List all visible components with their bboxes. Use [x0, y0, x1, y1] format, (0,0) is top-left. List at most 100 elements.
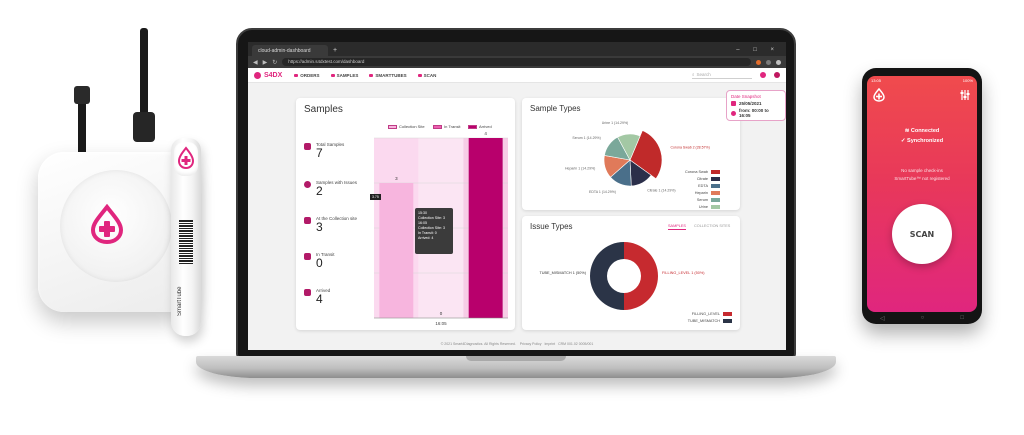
- wifi-icon: ≋: [904, 128, 911, 134]
- scan-button[interactable]: SCAN: [892, 204, 952, 264]
- brand-name: S4DX: [264, 71, 283, 79]
- pie-legend-swatch: [711, 170, 720, 174]
- browser-tab[interactable]: cloud-admin-dashboard: [252, 45, 328, 56]
- logout-icon[interactable]: [774, 72, 780, 78]
- metric-label: Total Samples: [316, 142, 345, 147]
- laptop-notch: [466, 356, 566, 361]
- phone-screen: 13:05 100% ≋ Connected ✓ Synchronized No …: [867, 76, 977, 312]
- metric-label: Arrived: [316, 288, 331, 293]
- legend-collection-site[interactable]: Collection Site: [388, 124, 425, 129]
- nav-label: SMARTTUBES: [375, 72, 407, 78]
- pie-slice-label: Citrate 1 (14.29%): [647, 189, 675, 193]
- connected-label: Connected: [910, 128, 940, 134]
- tab-collection-sites[interactable]: COLLECTION SITES: [694, 224, 731, 228]
- reload-icon[interactable]: ↻: [272, 59, 278, 66]
- metric-value: 4: [316, 292, 323, 306]
- tube-label: SmartTube: [177, 286, 183, 316]
- tooltip-line: 16:05: [418, 221, 427, 225]
- bar-collection-site: [379, 183, 414, 318]
- tooltip-line: 15:30: [418, 211, 427, 215]
- tab-samples[interactable]: SAMPLES: [668, 224, 686, 230]
- usb-connector-left: [74, 86, 90, 104]
- extension-icon[interactable]: [766, 59, 771, 65]
- settings-icon[interactable]: [760, 72, 766, 78]
- donut-legend-swatch: [723, 312, 732, 316]
- tube-logo-icon: [177, 146, 195, 170]
- x-tick-label: 16:05: [435, 321, 447, 326]
- metric-value: 0: [316, 256, 323, 270]
- usb-cable-right: [140, 28, 148, 118]
- time-value: from: 00:00 to 16:05: [738, 108, 769, 118]
- laptop-base: [196, 356, 836, 378]
- pie-legend-label: Urine: [699, 205, 708, 209]
- forward-arrow-icon[interactable]: ▶: [262, 59, 268, 66]
- pie-legend-swatch: [711, 205, 720, 209]
- search-input[interactable]: ⌕ Search: [692, 72, 752, 79]
- chart-tooltip: 15:30 Collection Site: 3 16:05 Collectio…: [415, 208, 453, 254]
- metric-issues: Samples with Issues 2: [304, 180, 357, 197]
- s4dx-drop-logo-icon: [90, 204, 124, 244]
- connected-status: ≋ Connected: [867, 128, 977, 134]
- pie-slice-urine: [617, 133, 641, 161]
- pie-legend-label: Corona Swab: [685, 170, 708, 174]
- profile-icon[interactable]: [776, 59, 781, 65]
- address-bar: ◀ ▶ ↻ https://admin.s4dxtest.com/dashboa…: [248, 56, 786, 68]
- donut-label: TUBE_MISMATCH 1 (50%): [539, 271, 586, 275]
- tooltip-line: Arrived: 4: [418, 236, 434, 240]
- bar-data-label: 3: [395, 176, 398, 181]
- back-icon[interactable]: ◁: [880, 316, 885, 322]
- extension-icon[interactable]: [756, 59, 761, 65]
- bar-data-label: 0: [440, 311, 443, 316]
- issue-types-donut: FILLING_LEVEL 1 (50%) TUBE_MISMATCH 1 (50…: [539, 242, 732, 323]
- pie-legend-label: EDTA: [698, 184, 708, 188]
- hint-line-2: SmartTube™ not registered: [894, 176, 950, 181]
- pie-slice-corona-swab: [629, 130, 663, 180]
- metric-value: 2: [316, 184, 323, 198]
- usb-hub-device: [38, 152, 193, 312]
- metric-label: Samples with Issues: [316, 180, 358, 185]
- samples-bar-chart: 3 0 4 16:05: [374, 131, 508, 326]
- imprint-link[interactable]: Imprint: [544, 342, 556, 346]
- synchronized-status: ✓ Synchronized: [867, 138, 977, 144]
- battery-level: 100%: [962, 78, 973, 83]
- nav-smarttubes[interactable]: SMARTTUBES: [369, 72, 407, 78]
- status-time: 13:05: [871, 78, 882, 83]
- tube-icon: [304, 143, 311, 150]
- legend-arrived[interactable]: Arrived: [468, 124, 492, 129]
- folder-icon: [294, 73, 299, 77]
- window-controls[interactable]: – □ ×: [736, 47, 780, 53]
- settings-sliders-icon[interactable]: [959, 89, 971, 101]
- pie-slice-label: Urine 1 (14.29%): [602, 121, 628, 125]
- privacy-link[interactable]: Privacy Policy: [519, 342, 542, 346]
- nav-label: SAMPLES: [336, 72, 359, 78]
- home-icon[interactable]: ○: [920, 315, 925, 321]
- brand-logo[interactable]: S4DX: [254, 71, 283, 79]
- legend-swatch: [388, 124, 397, 129]
- smartphone: 13:05 100% ≋ Connected ✓ Synchronized No …: [862, 68, 982, 324]
- scan-icon: [417, 73, 422, 77]
- nav-orders[interactable]: ORDERS: [294, 73, 320, 78]
- version-label: CRM 001.02 0005/001: [558, 342, 594, 346]
- url-field[interactable]: https://admin.s4dxtest.com/dashboard: [282, 58, 751, 66]
- drop-logo-icon: [254, 71, 261, 79]
- nav-scan[interactable]: SCAN: [417, 72, 437, 78]
- legend-in-transit[interactable]: In Transit: [433, 124, 460, 129]
- nav-label: SCAN: [423, 72, 437, 78]
- pie-legend-swatch: [711, 198, 720, 202]
- pie-slice-label: Heparin 1 (14.29%): [565, 167, 595, 171]
- recents-icon[interactable]: □: [960, 315, 964, 321]
- pie-slice-label: Corona Swab 2 (28.57%): [670, 146, 709, 150]
- date-title: Date Snapshot: [731, 94, 761, 99]
- nav-samples[interactable]: SAMPLES: [330, 72, 359, 78]
- laptop-screen: cloud-admin-dashboard + – □ × ◀ ▶ ↻ http…: [248, 42, 786, 350]
- back-arrow-icon[interactable]: ◀: [253, 59, 258, 66]
- pie-slice-label: Serum 1 (14.29%): [572, 136, 600, 140]
- tooltip-line: Collection Site: 3: [418, 226, 445, 230]
- samples-title: Samples: [304, 104, 343, 115]
- usb-connector-right: [133, 112, 155, 142]
- new-tab-icon[interactable]: +: [333, 47, 338, 54]
- box-icon: [304, 289, 311, 296]
- date-snapshot-box[interactable]: Date Snapshot 25/05/2021 from: 00:00 to …: [726, 90, 786, 121]
- legend-label: In Transit: [444, 124, 461, 129]
